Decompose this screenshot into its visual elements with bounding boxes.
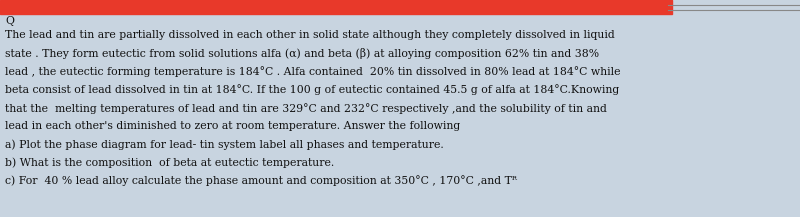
Text: c) For  40 % lead alloy calculate the phase amount and composition at 350°C , 17: c) For 40 % lead alloy calculate the pha… — [5, 176, 517, 186]
Text: Q: Q — [5, 16, 14, 26]
Text: lead , the eutectic forming temperature is 184°C . Alfa contained  20% tin disso: lead , the eutectic forming temperature … — [5, 66, 621, 77]
Text: state . They form eutectic from solid solutions alfa (α) and beta (β) at alloyin: state . They form eutectic from solid so… — [5, 48, 599, 59]
Text: a) Plot the phase diagram for lead- tin system label all phases and temperature.: a) Plot the phase diagram for lead- tin … — [5, 139, 444, 150]
Text: lead in each other's diminished to zero at room temperature. Answer the followin: lead in each other's diminished to zero … — [5, 121, 460, 131]
Text: that the  melting temperatures of lead and tin are 329°C and 232°C respectively : that the melting temperatures of lead an… — [5, 103, 607, 114]
Text: The lead and tin are partially dissolved in each other in solid state although t: The lead and tin are partially dissolved… — [5, 30, 614, 40]
Bar — [0, 0, 672, 14]
Text: beta consist of lead dissolved in tin at 184°C. If the 100 g of eutectic contain: beta consist of lead dissolved in tin at… — [5, 85, 619, 95]
Text: b) What is the composition  of beta at eutectic temperature.: b) What is the composition of beta at eu… — [5, 157, 334, 168]
